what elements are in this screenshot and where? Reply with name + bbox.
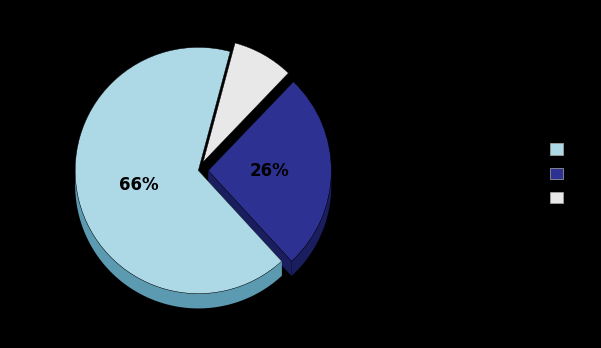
Polygon shape — [75, 171, 282, 308]
Wedge shape — [75, 47, 282, 294]
Text: 26%: 26% — [250, 162, 290, 180]
Wedge shape — [208, 82, 331, 261]
Legend: , , : , , — [547, 140, 577, 208]
Wedge shape — [203, 43, 288, 162]
Polygon shape — [208, 171, 291, 276]
Text: 66%: 66% — [119, 176, 158, 194]
Polygon shape — [198, 171, 282, 276]
Polygon shape — [291, 171, 331, 276]
